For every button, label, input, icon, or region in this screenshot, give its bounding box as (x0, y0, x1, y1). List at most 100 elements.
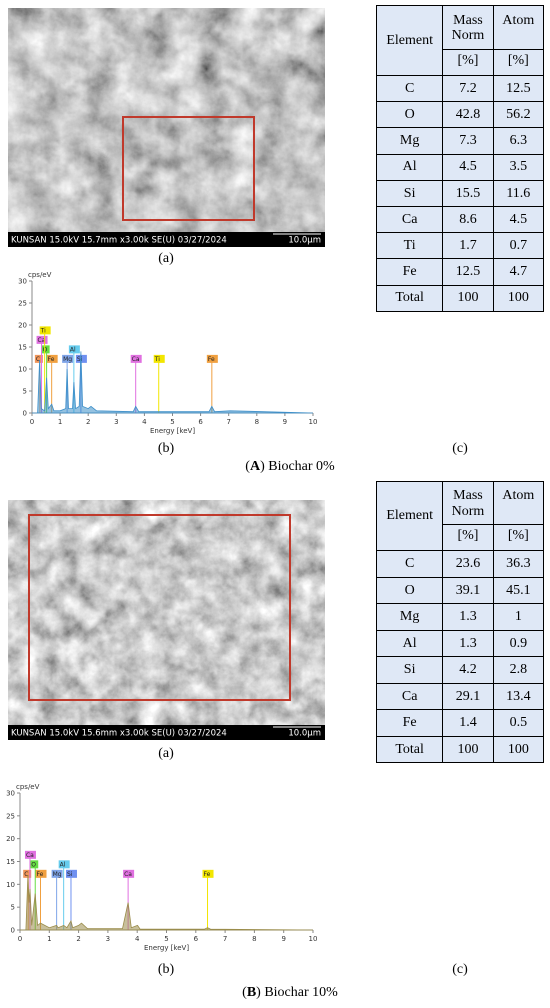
sem-info-bar (8, 725, 325, 740)
x-tick-label: 8 (252, 935, 256, 943)
table-value: 12.5 (442, 258, 494, 286)
x-tick-label: 1 (58, 418, 62, 426)
element-tag: Si (67, 871, 73, 878)
table-value: 1.7 (442, 232, 494, 260)
row-header: Si (375, 656, 444, 684)
element-tag: O (31, 862, 36, 869)
row-header: C (375, 550, 444, 578)
table-value: 0.7 (492, 232, 545, 260)
element-tag-bg (58, 860, 70, 869)
element-tag-bg (68, 345, 80, 354)
element-tag: Ca (26, 852, 34, 859)
x-tick-label: 2 (86, 418, 90, 426)
element-tag: C (36, 356, 40, 363)
element-tag: Si (77, 356, 83, 363)
y-tick-label: 30 (6, 790, 15, 798)
table-value: 1.4 (442, 709, 494, 737)
table-value: 7.2 (442, 74, 494, 103)
figure-caption: (A) Biochar 0% (245, 459, 335, 474)
x-tick-label: 0 (18, 935, 22, 943)
column-header: Atom [%] (492, 481, 545, 551)
element-tag-bg (123, 869, 135, 878)
column-header: Element (375, 5, 444, 76)
element-tag: Fe (48, 356, 55, 363)
y-tick-label: 10 (18, 366, 27, 374)
column-title: Mass Norm (451, 488, 485, 519)
table-value: 100 (492, 735, 545, 763)
x-tick-label: 5 (164, 935, 168, 943)
x-axis-title: Energy [keV] (144, 944, 189, 952)
y-tick-label: 20 (18, 322, 27, 330)
x-tick-label: 9 (281, 935, 285, 943)
caption-part: A (250, 459, 261, 474)
row-header: Si (375, 179, 444, 207)
y-tick-label: 5 (11, 904, 15, 912)
element-tag-bg (62, 354, 74, 363)
column-header: Mass Norm [%] (442, 481, 494, 551)
x-axis-title: Energy [keV] (150, 427, 195, 435)
spectrum-area (20, 875, 314, 931)
row-header: Al (375, 153, 444, 181)
y-tick-label: 15 (6, 858, 15, 866)
row-header: Total (375, 735, 444, 763)
element-tag-bg (65, 869, 77, 878)
element-tag-bg (24, 850, 36, 859)
column-title: Atom (502, 488, 535, 504)
element-tag-bg (34, 354, 43, 363)
row-header: O (375, 576, 444, 604)
table-value: 7.3 (442, 127, 494, 155)
table-value: 0.5 (492, 709, 545, 737)
row-header: C (375, 74, 444, 103)
sem-roi (122, 116, 255, 221)
table-value: 39.1 (442, 576, 494, 604)
element-tag-bg (41, 345, 50, 354)
table-value: 3.5 (492, 153, 545, 181)
sem-info: KUNSAN 15.0kV 15.7mm x3.00k SE(U) 03/27/… (11, 236, 227, 246)
column-header: Mass Norm [%] (442, 5, 494, 76)
y-tick-label: 0 (23, 410, 27, 418)
element-tag: Al (70, 347, 76, 354)
y-tick-label: 10 (6, 881, 15, 889)
column-title: Atom (502, 12, 535, 28)
table-value: 42.8 (442, 101, 494, 129)
x-tick-label: 3 (106, 935, 110, 943)
table-value: 1.3 (442, 629, 494, 657)
element-tag-bg (46, 354, 58, 363)
row-header: O (375, 101, 444, 129)
panel-label: (b) (158, 441, 175, 456)
x-tick-label: 0 (30, 418, 34, 426)
y-tick-label: 20 (6, 835, 15, 843)
x-tick-label: 10 (309, 935, 318, 943)
panel-label: (c) (452, 441, 468, 456)
table-value: 11.6 (492, 179, 545, 207)
y-tick-label: 0 (11, 927, 15, 935)
element-tag: Mg (63, 356, 72, 363)
table-value: 4.5 (492, 205, 545, 234)
column-title: Element (386, 508, 433, 524)
row-header: Fe (375, 709, 444, 737)
element-tag: C (24, 871, 28, 878)
row-header: Fe (375, 258, 444, 286)
table-value: 4.2 (442, 656, 494, 684)
element-tag: Mg (53, 871, 62, 878)
table-value: 8.6 (442, 205, 494, 234)
element-tag-bg (36, 335, 48, 344)
sem-image (8, 500, 325, 740)
table-value: 45.1 (492, 576, 545, 604)
caption-part: ) Biochar 0% (260, 459, 335, 474)
row-header: Mg (375, 127, 444, 155)
y-tick-label: 30 (18, 278, 27, 286)
y-tick-label: 15 (18, 344, 27, 352)
caption-part: B (247, 985, 256, 1000)
x-tick-label: 3 (114, 418, 118, 426)
panel-label: (b) (158, 962, 175, 977)
sem-image (8, 8, 325, 247)
sem-info: KUNSAN 15.0kV 15.6mm x3.00k SE(U) 03/27/… (11, 729, 227, 739)
x-tick-label: 5 (170, 418, 174, 426)
element-tag: Fe (204, 871, 211, 878)
x-tick-label: 7 (223, 935, 227, 943)
column-title: Mass Norm (451, 12, 485, 44)
panel-label: (c) (452, 962, 468, 977)
